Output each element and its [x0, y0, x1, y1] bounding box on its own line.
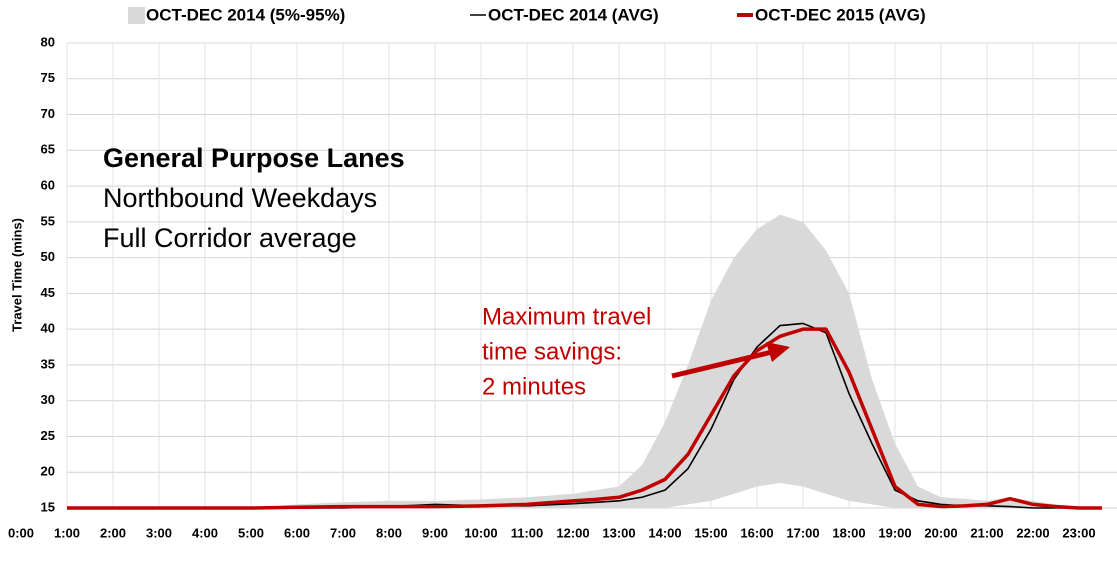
y-tick-label: 45	[41, 285, 55, 300]
x-tick-label: 11:00	[511, 525, 544, 540]
x-tick-label: 6:00	[284, 525, 310, 540]
x-tick-label: 14:00	[648, 525, 681, 540]
y-tick-label: 55	[41, 213, 55, 228]
y-axis-label: Travel Time (mins)	[9, 218, 24, 332]
x-tick-label: 17:00	[786, 525, 819, 540]
x-tick-label: 13:00	[602, 525, 635, 540]
series-line	[67, 327, 1102, 510]
legend-label: OCT-DEC 2014 (5%-95%)	[146, 5, 345, 24]
x-tick-label: 16:00	[740, 525, 773, 540]
y-tick-label: 25	[41, 428, 55, 443]
legend-swatch	[128, 7, 145, 24]
x-tick-label: 1:00	[54, 525, 80, 540]
y-tick-label: 60	[41, 178, 55, 193]
callout-arrow	[671, 349, 773, 379]
x-tick-label: 21:00	[970, 525, 1003, 540]
x-tick-label: 20:00	[924, 525, 957, 540]
y-tick-label: 70	[41, 106, 55, 121]
x-tick-label: 9:00	[422, 525, 448, 540]
x-tick-label: 18:00	[832, 525, 865, 540]
legend-label: OCT-DEC 2015 (AVG)	[755, 5, 926, 24]
x-tick-label: 4:00	[192, 525, 218, 540]
legend-label: OCT-DEC 2014 (AVG)	[488, 5, 659, 24]
callout-arrowhead	[766, 342, 790, 362]
x-tick-label: 2:00	[100, 525, 126, 540]
box-line: Northbound Weekdays	[103, 183, 377, 213]
callout-line: time savings:	[482, 338, 622, 365]
y-tick-label: 35	[41, 356, 55, 371]
callout-line: Maximum travel	[482, 303, 651, 330]
box-line: Full Corridor average	[103, 223, 357, 253]
band-area	[67, 214, 1102, 508]
y-tick-label: 65	[41, 142, 55, 157]
y-tick-label: 15	[41, 499, 55, 514]
box-title: General Purpose Lanes	[103, 143, 405, 173]
x-tick-label: 19:00	[878, 525, 911, 540]
x-tick-label: 15:00	[694, 525, 727, 540]
x-tick-label: 23:00	[1062, 525, 1095, 540]
y-tick-label: 80	[41, 34, 55, 49]
y-tick-label: 20	[41, 464, 55, 479]
x-tick-label: 5:00	[238, 525, 264, 540]
y-tick-label: 30	[41, 392, 55, 407]
x-tick-label: 8:00	[376, 525, 402, 540]
y-tick-label: 50	[41, 249, 55, 264]
y-tick-label: 40	[41, 321, 55, 336]
x-tick-label: 3:00	[146, 525, 172, 540]
callout-line: 2 minutes	[482, 373, 586, 400]
y-tick-label: 75	[41, 70, 55, 85]
x-tick-label: 10:00	[464, 525, 497, 540]
x-tick-label: 22:00	[1016, 525, 1049, 540]
x-tick-label: 7:00	[330, 525, 356, 540]
x-tick-label: 0:00	[8, 525, 34, 540]
x-tick-label: 12:00	[556, 525, 589, 540]
